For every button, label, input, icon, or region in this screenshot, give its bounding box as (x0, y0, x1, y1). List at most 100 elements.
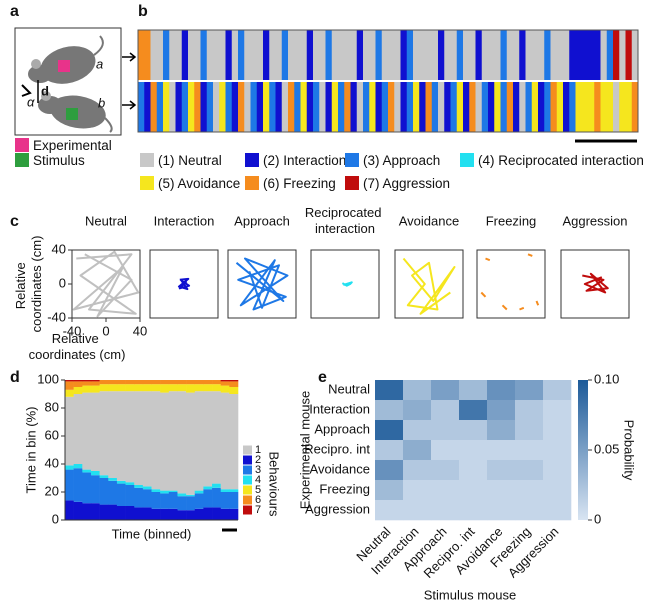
legend-swatch (460, 153, 474, 167)
stacked-segment (151, 492, 161, 509)
behaviour-stripe (356, 82, 364, 132)
stacked-segment (186, 496, 196, 511)
panel-title: Freezing (486, 213, 537, 228)
behaviour-stripe (513, 82, 520, 132)
panel-title: Reciprocated interaction (305, 206, 385, 237)
stacked-segment (82, 472, 92, 504)
legend-swatch (243, 455, 252, 465)
panel-title: Aggression (562, 213, 627, 228)
heatmap-cell (515, 500, 544, 521)
x-axis-label: Time (binned) (112, 526, 192, 541)
stacked-segment (220, 489, 230, 492)
panel-title: Approach (234, 213, 290, 228)
heatmap-cell (375, 440, 404, 461)
behaviour-stripe (425, 82, 433, 132)
behaviour-stripe (325, 30, 333, 80)
stacked-segment (125, 384, 135, 392)
behaviour-stripe (631, 30, 639, 80)
behaviour-stripe (575, 82, 583, 132)
legend-label: 2 (255, 454, 261, 466)
behaviour-stripe (438, 82, 445, 132)
behaviour-stripe (419, 30, 426, 80)
stacked-segment (220, 392, 230, 490)
heatmap-cell (431, 400, 460, 421)
legend-item: (7) Aggression (345, 176, 450, 191)
behaviour-stripe (188, 82, 195, 132)
row-label: Aggression (305, 501, 370, 516)
heatmap-cell (375, 500, 404, 521)
behaviour-stripe (444, 82, 451, 132)
stacked-segment (65, 396, 74, 466)
stacked-segment (142, 507, 152, 520)
behaviour-stripe (456, 30, 464, 80)
stacked-segment (65, 469, 74, 501)
behaviour-stripe (244, 82, 251, 132)
heatmap-cell (375, 380, 404, 401)
behaviour-stripe (481, 82, 489, 132)
arrow (122, 52, 137, 62)
behaviour-stripe (400, 30, 408, 80)
stacked-segment (142, 489, 152, 508)
behaviour-stripe (375, 30, 383, 80)
legend-text: Experimental (33, 138, 112, 153)
stacked-segment (73, 501, 83, 520)
stacked-segment (186, 510, 196, 520)
legend-label: 5 (255, 484, 261, 496)
legend-label: 1 (255, 444, 261, 456)
behaviour-stripe (288, 30, 295, 80)
behaviour-stripe (613, 82, 620, 132)
heatmap-cell (403, 500, 432, 521)
stacked-segment (142, 384, 152, 392)
behaviour-stripe (631, 82, 639, 132)
behaviour-stripe (556, 30, 564, 80)
behaviour-stripe (156, 30, 164, 80)
legend-swatch (345, 176, 359, 190)
behaviour-stripe (381, 30, 389, 80)
row-label: Recipro. int (304, 441, 370, 456)
heatmap-cell (375, 400, 404, 421)
heatmap-cell (515, 460, 544, 481)
behaviour-stripe (231, 82, 239, 132)
stacked-segment (186, 384, 196, 393)
legend-item: Experimental (15, 138, 112, 153)
behaviour-stripe (363, 30, 370, 80)
heatmap-cell (543, 420, 572, 441)
stacked-segment (229, 394, 239, 490)
heatmap-cell (403, 380, 432, 401)
stacked-segment (194, 508, 204, 520)
behaviour-stripe (319, 82, 326, 132)
stacked-segment (194, 493, 204, 509)
legend-text: (7) Aggression (363, 176, 451, 191)
heatmap-cell (515, 480, 544, 501)
stacked-segment (125, 482, 135, 485)
behaviour-stripe (275, 82, 283, 132)
behaviour-stripe (431, 30, 439, 80)
x-tick-label: -40 (63, 323, 82, 338)
behaviour-stripe (156, 82, 164, 132)
behaviour-stripe (481, 30, 489, 80)
behaviour-stripe (331, 30, 339, 80)
stacked-segment (168, 492, 178, 509)
behaviour-stripe (563, 30, 570, 80)
x-tick-label: 40 (133, 323, 147, 338)
stacked-segment (125, 380, 135, 385)
behaviour-stripe (375, 82, 383, 132)
y-tick-label: 80 (45, 399, 59, 414)
stacked-segment (220, 492, 230, 509)
behaviour-stripe (563, 82, 570, 132)
legend-label: 4 (255, 474, 261, 486)
stacked-segment (73, 380, 83, 382)
legend-swatch (243, 485, 252, 495)
panel-letter: e (318, 369, 327, 386)
behaviour-stripe (175, 30, 183, 80)
behaviour-stripe (206, 82, 214, 132)
legend-label: 3 (255, 464, 261, 476)
behaviour-stripe (606, 30, 614, 80)
stacked-segment (90, 380, 100, 382)
legend-text: (2) Interaction (263, 153, 347, 168)
legend-swatch (15, 153, 29, 167)
heatmap-cell (403, 420, 432, 441)
stacked-segment (194, 384, 204, 392)
mouse-a (28, 35, 104, 84)
